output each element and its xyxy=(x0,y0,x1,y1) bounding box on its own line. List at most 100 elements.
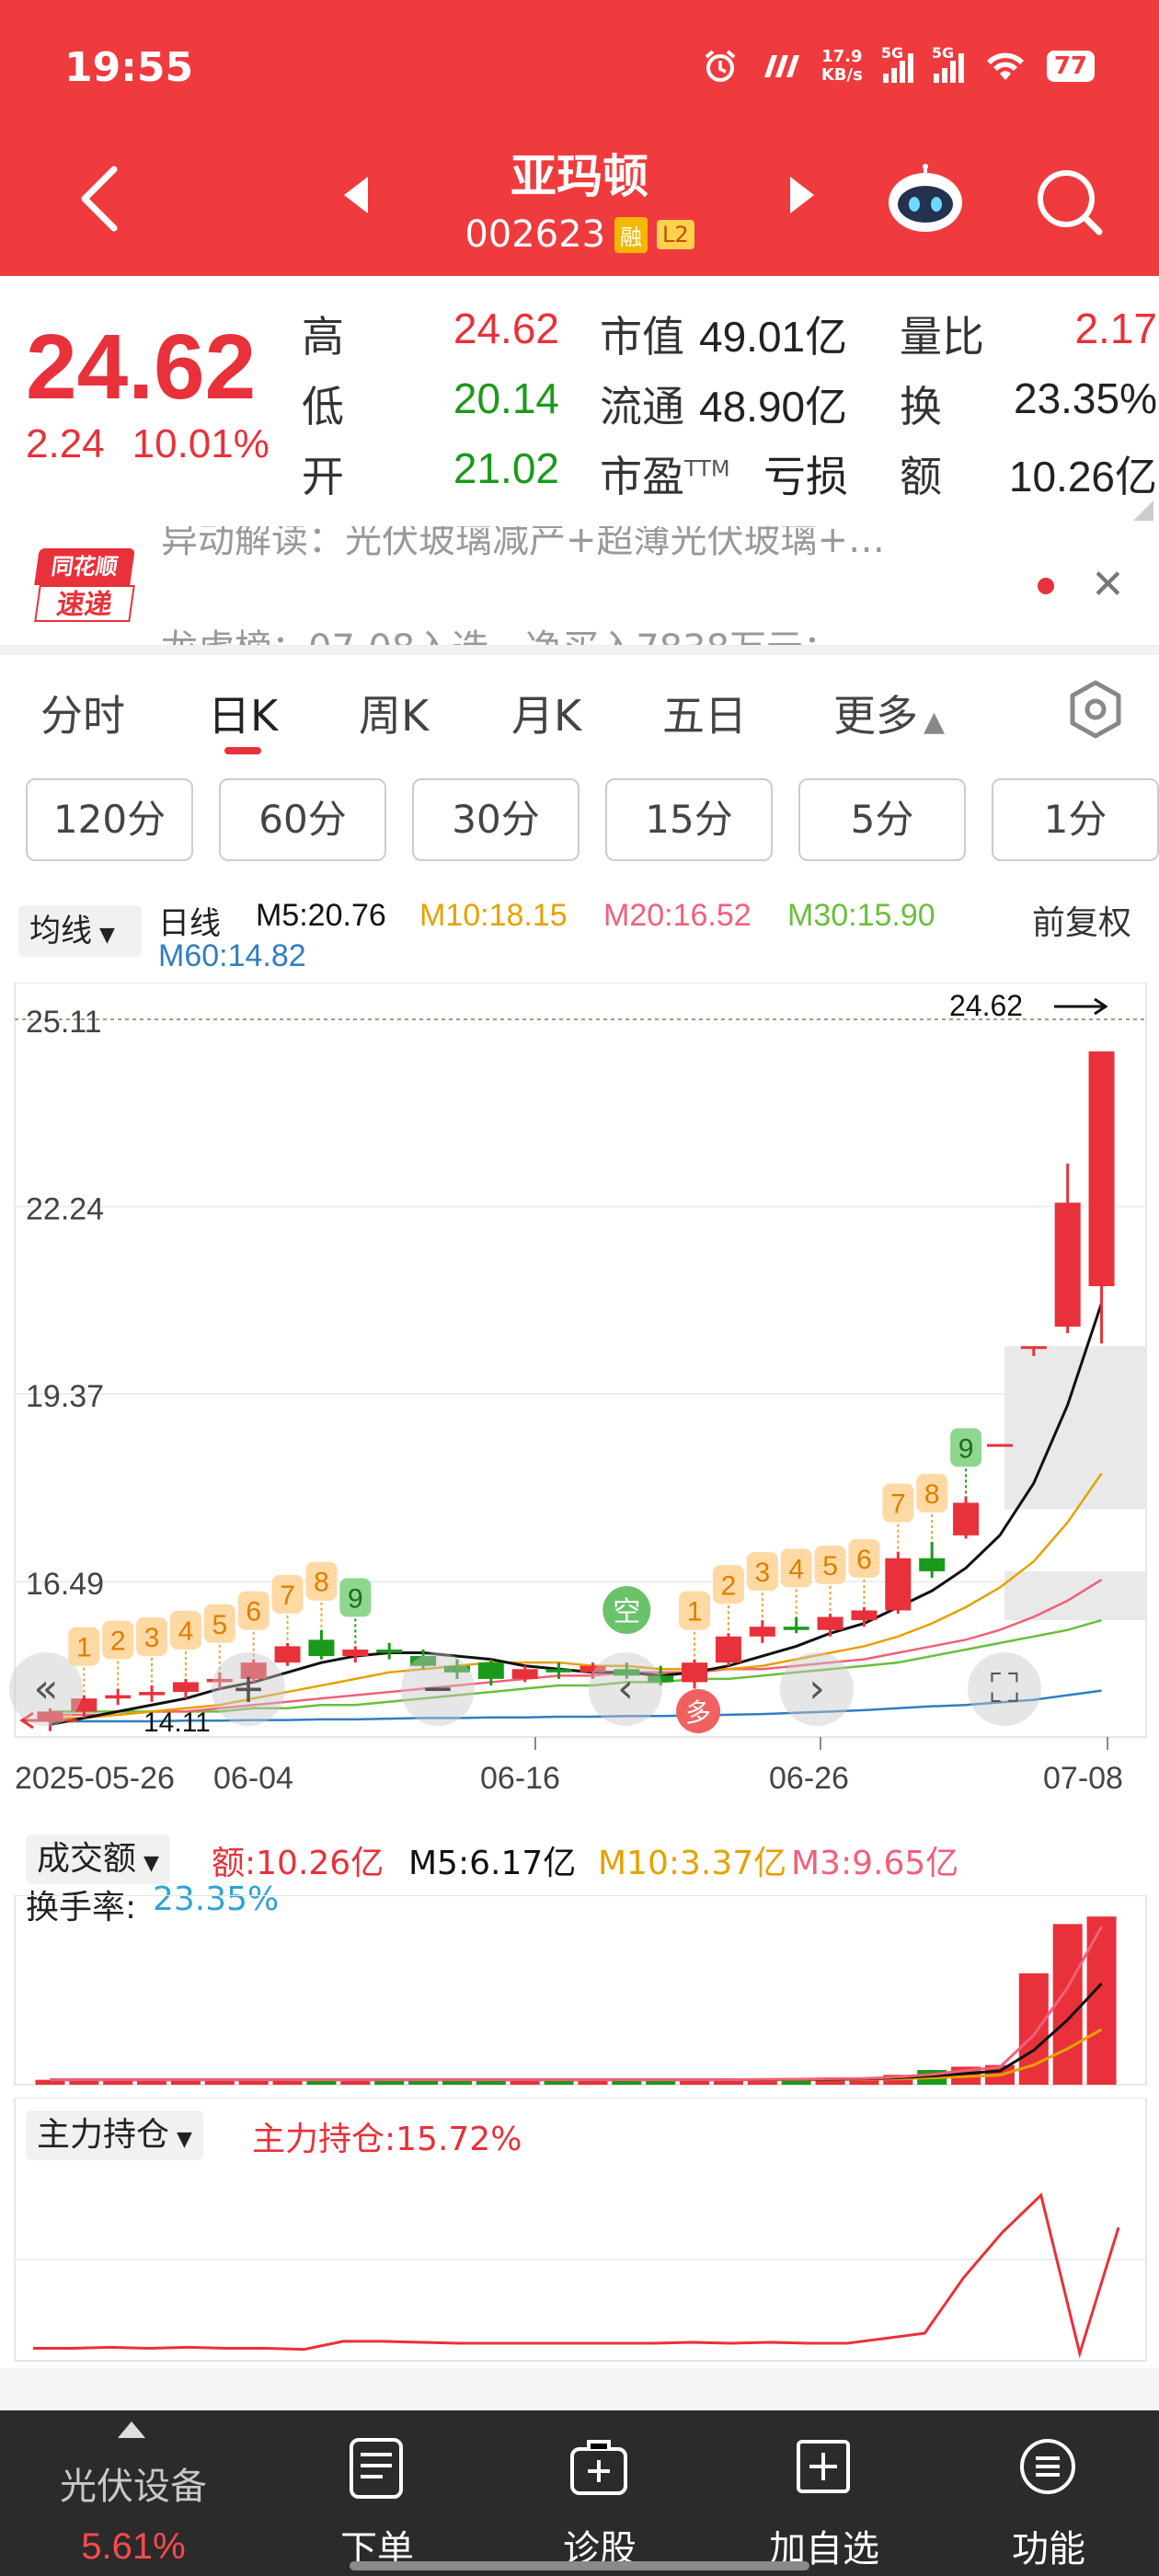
caret-up-icon: ▲ xyxy=(924,706,946,738)
x-tick-label: 06-04 xyxy=(213,1761,293,1796)
candle-body xyxy=(274,1646,301,1663)
candle-body xyxy=(477,1662,504,1679)
bottom-toolbar: 光伏设备 5.61% 下单 诊股 加自选 功能 xyxy=(0,2410,1159,2576)
candle-body xyxy=(1088,1051,1115,1287)
control-circle xyxy=(589,1652,662,1726)
back-arrow-icon[interactable] xyxy=(74,162,129,236)
quote-row-2: 低 20.14 流通 48.90亿 换 23.35% xyxy=(0,374,1159,443)
signal-number: 5 xyxy=(822,1551,838,1581)
sector-button[interactable]: 光伏设备 5.61% xyxy=(37,2456,230,2568)
ma-indicator-select[interactable]: 均线 ▼ xyxy=(18,905,142,957)
candle-body xyxy=(953,1502,980,1535)
interval-1m-button[interactable]: 1分 xyxy=(992,778,1159,861)
volume-m5: M5:6.17亿 xyxy=(408,1845,577,1882)
chart-control-button[interactable]: ‹ xyxy=(589,1652,662,1726)
tab-more[interactable]: 更多 ▲ xyxy=(833,683,945,743)
candle-body xyxy=(715,1636,741,1663)
signal-number: 8 xyxy=(924,1479,940,1510)
holding-indicator-select[interactable]: 主力持仓 ▼ xyxy=(26,2110,203,2160)
volume-bar xyxy=(272,2079,303,2085)
next-stock-icon[interactable] xyxy=(786,175,818,215)
signal-badge xyxy=(102,1620,134,1660)
tab-intraday[interactable]: 分时 xyxy=(40,691,125,741)
search-icon[interactable] xyxy=(1035,167,1103,236)
turnover-value: 23.35% xyxy=(1013,374,1157,422)
signal-number: 9 xyxy=(958,1433,974,1464)
volume-bar xyxy=(170,2079,201,2085)
control-icon: + xyxy=(232,1665,266,1712)
holding-chart[interactable] xyxy=(0,2098,1159,2364)
close-icon[interactable]: ✕ xyxy=(1091,561,1125,608)
open-label: 开 xyxy=(302,452,344,501)
candle-body xyxy=(172,1682,199,1693)
status-bar: 19:55 17.9 KB/s 5G 5G 77 xyxy=(0,0,1159,138)
volume-bar xyxy=(646,2079,676,2085)
app-badge-icon xyxy=(763,55,799,77)
interval-15m-button[interactable]: 15分 xyxy=(605,778,773,861)
quote-row-1: 高 24.62 市值 49.01亿 量比 2.17 xyxy=(0,304,1159,374)
chart-control-button[interactable]: − xyxy=(401,1652,475,1726)
signal-number: 3 xyxy=(754,1558,770,1588)
signal-label-2: 5G xyxy=(931,44,955,62)
candle-body xyxy=(648,1675,674,1683)
y-tick-label: 19.37 xyxy=(26,1379,104,1414)
min-price-label: 14.11 xyxy=(143,1708,211,1738)
interval-120m-button[interactable]: 120分 xyxy=(26,778,193,861)
volume-select-label: 成交额 xyxy=(37,1840,137,1878)
signal-badge xyxy=(814,1545,846,1584)
volume-indicator-select[interactable]: 成交额 ▼ xyxy=(26,1834,170,1884)
quote-panel: 24.62 2.24 10.01% 高 24.62 市值 49.01亿 量比 2… xyxy=(0,276,1159,526)
stock-code: 002623 xyxy=(465,213,606,256)
add-watchlist-button[interactable]: 加自选 xyxy=(732,2410,916,2576)
volume-bar xyxy=(544,2079,574,2085)
chart-settings-icon[interactable] xyxy=(1065,679,1126,740)
news-unread-dot xyxy=(1038,578,1054,594)
low-value: 20.14 xyxy=(453,374,559,422)
signal-label: 5G xyxy=(880,44,904,62)
volume-bar xyxy=(578,2079,608,2085)
news-line-2[interactable]: 龙虎榜：07-08入选，净买入7838万元； xyxy=(161,618,840,645)
volume-bar xyxy=(204,2079,235,2085)
adjust-mode-button[interactable]: 前复权 xyxy=(1032,904,1132,942)
chart-control-button[interactable]: › xyxy=(780,1652,854,1726)
signal-number: 5 xyxy=(212,1610,227,1640)
signal-5g-icon-1: 5G xyxy=(881,44,913,83)
volume-bar xyxy=(476,2079,506,2085)
interval-60m-button[interactable]: 60分 xyxy=(219,778,386,861)
volume-ma3-line xyxy=(50,1926,1103,2082)
diagnose-button[interactable]: 诊股 xyxy=(508,2410,692,2576)
candle-body xyxy=(71,1698,98,1712)
robot-assistant-icon[interactable] xyxy=(885,164,966,234)
expand-corner-icon[interactable] xyxy=(1133,500,1153,521)
order-button[interactable]: 下单 xyxy=(285,2410,469,2576)
interval-30m-button[interactable]: 30分 xyxy=(412,778,580,861)
tab-monthly-k[interactable]: 月K xyxy=(511,691,582,741)
candle-body xyxy=(342,1649,369,1657)
signal-badge xyxy=(203,1604,235,1643)
signal-badge xyxy=(237,1591,270,1630)
chart-frame xyxy=(14,1895,1147,2086)
chart-control-button[interactable]: « xyxy=(9,1652,83,1726)
volume-bar xyxy=(137,2079,167,2085)
tab-five-day[interactable]: 五日 xyxy=(662,691,747,741)
tab-weekly-k[interactable]: 周K xyxy=(359,691,430,741)
tab-daily-k[interactable]: 日K xyxy=(208,691,279,741)
ma-select-label: 均线 xyxy=(29,913,92,949)
control-circle xyxy=(9,1652,83,1726)
float-cap-value: 48.90亿 xyxy=(699,383,848,431)
volume-bar xyxy=(815,2077,845,2085)
chart-control-button[interactable]: + xyxy=(212,1652,285,1726)
candle-body xyxy=(308,1639,335,1657)
news-ticker[interactable]: 同花顺 速递 异动解读：光伏玻璃减产+超薄光伏玻璃+… 龙虎榜：07-08入选，… xyxy=(0,526,1159,646)
function-button[interactable]: 功能 xyxy=(957,2410,1141,2576)
chart-control-button[interactable]: ⛶ xyxy=(968,1652,1041,1726)
signal-badge xyxy=(339,1578,372,1617)
prev-stock-icon[interactable] xyxy=(340,175,372,215)
holding-line xyxy=(33,2192,1120,2359)
interval-5m-button[interactable]: 5分 xyxy=(798,778,966,861)
news-line-1[interactable]: 异动解读：光伏玻璃减产+超薄光伏玻璃+… xyxy=(161,526,886,561)
signal-number: 9 xyxy=(348,1583,363,1614)
holding-select-label: 主力持仓 xyxy=(37,2116,170,2154)
volume-chart[interactable] xyxy=(0,1895,1159,2088)
